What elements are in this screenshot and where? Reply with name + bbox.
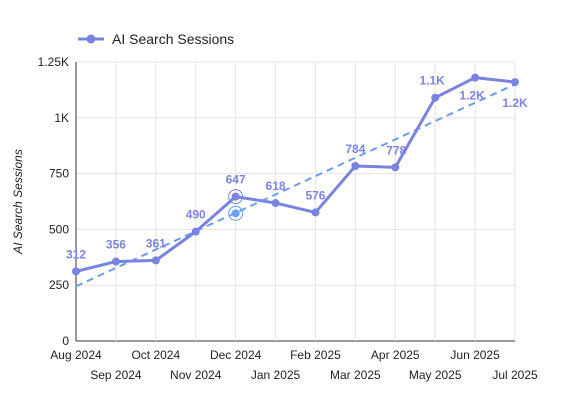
y-tick-label: 500 [49, 222, 69, 236]
data-point [511, 78, 519, 87]
data-point [311, 208, 320, 217]
y-axis-tick-labels: 0 250 500 750 1K 1.25K [38, 55, 70, 348]
x-tick-label: Aug 2024 [50, 348, 102, 362]
x-tick-label: Jan 2025 [251, 368, 301, 382]
data-point [191, 227, 200, 236]
y-tick-label: 750 [49, 167, 69, 181]
data-label: 647 [226, 173, 246, 187]
series-polyline [75, 76, 516, 273]
data-label: 576 [305, 188, 325, 202]
data-point [391, 163, 400, 172]
data-label: 784 [345, 142, 365, 156]
data-point [111, 257, 120, 266]
data-label: 618 [266, 179, 286, 193]
series-line [72, 73, 519, 276]
x-tick-label: Dec 2024 [210, 348, 262, 362]
x-tick-label: Nov 2024 [170, 368, 222, 382]
x-tick-label: Apr 2025 [371, 348, 420, 362]
data-label: 361 [146, 236, 166, 250]
data-point [271, 199, 280, 208]
x-tick-label: Sep 2024 [90, 368, 142, 382]
data-labels: 312 356 361 490 647 618 576 784 778 1.1K 1.2K 1.2K [66, 74, 528, 262]
trendline-path [75, 83, 516, 288]
data-label: 356 [106, 238, 126, 252]
x-tick-label: Jun 2025 [450, 348, 500, 362]
data-label: 1.2K [459, 89, 485, 103]
y-tick-label: 250 [49, 278, 69, 292]
x-tick-label: Oct 2024 [131, 348, 180, 362]
data-point [72, 267, 80, 276]
x-tick-label: Feb 2025 [290, 348, 341, 362]
y-tick-label: 0 [62, 334, 69, 348]
data-label: 778 [386, 143, 406, 157]
data-point [351, 162, 360, 171]
trendline-highlight-ring [228, 205, 244, 221]
data-point [431, 93, 440, 102]
x-tick-label: Jul 2025 [492, 368, 538, 382]
data-point [231, 192, 240, 201]
legend[interactable]: AI Search Sessions [78, 31, 234, 47]
x-axis-tick-labels: Aug 2024 Sep 2024 Oct 2024 Nov 2024 Dec 2024… [50, 348, 538, 382]
data-label: 490 [186, 208, 206, 222]
legend-label: AI Search Sessions [112, 31, 234, 47]
trendline-highlight-point [231, 209, 240, 218]
data-point-highlight-ring [228, 189, 244, 205]
x-tick-label: May 2025 [409, 368, 462, 382]
y-tick-label: 1K [54, 111, 69, 125]
data-label: 1.2K [502, 96, 528, 110]
data-point [151, 256, 160, 265]
data-label: 312 [66, 247, 86, 261]
y-axis-label: AI Search Sessions [11, 149, 25, 255]
trendline [75, 83, 516, 288]
data-point [471, 73, 480, 82]
x-tick-label: Mar 2025 [330, 368, 381, 382]
grid-lines [75, 61, 516, 342]
data-label: 1.1K [420, 74, 446, 88]
y-tick-label: 1.25K [38, 55, 69, 69]
legend-dot-marker [86, 34, 96, 44]
